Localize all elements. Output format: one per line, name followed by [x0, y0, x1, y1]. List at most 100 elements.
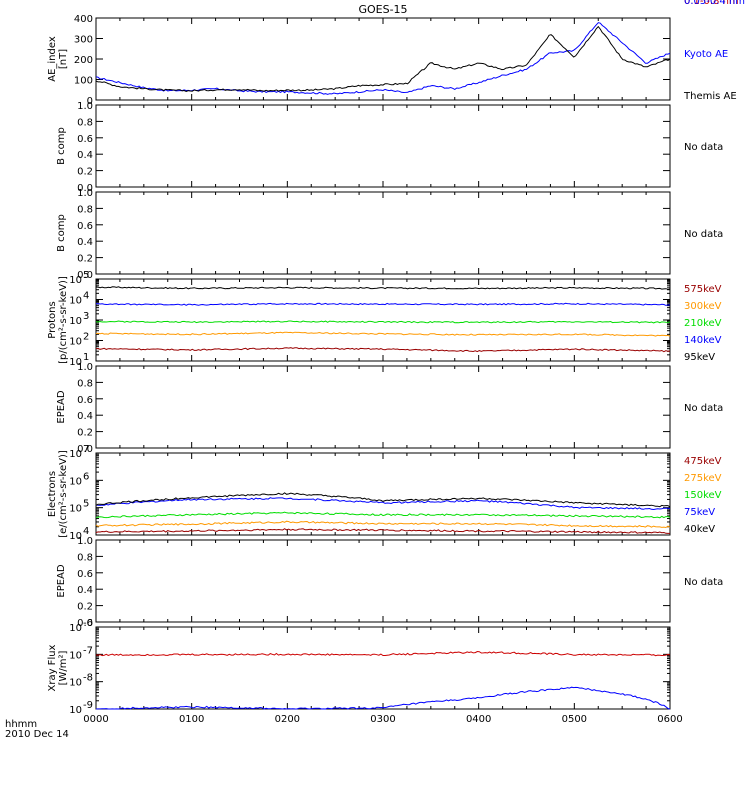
y-tick-label: 1.0 [77, 536, 93, 547]
x-tick-label: 0300 [370, 714, 395, 725]
y-tick-exponent: -9 [83, 700, 93, 711]
no-data-label: No data [684, 403, 723, 414]
y-tick-label: 0.8 [77, 204, 93, 215]
y-tick-label: 0.6 [77, 221, 93, 232]
y-axis-label: [nT] [58, 49, 69, 69]
legend-entry: 75keV [684, 507, 715, 518]
legend-entry: 275keV [684, 473, 722, 484]
y-tick-label: 10 [69, 504, 82, 515]
legend-entry: 0.05-0.4 nm [684, 0, 745, 7]
legend-entry: 300keV [684, 301, 722, 312]
series-line [95, 686, 671, 710]
y-tick-label: 0.8 [77, 117, 93, 128]
panel-frame [95, 104, 671, 188]
y-tick-label: 0.6 [77, 395, 93, 406]
y-axis-label: [p/(cm²-s-sr-keV)] [58, 276, 69, 364]
panel-1: 0 100 200 300 400 AE_index [nT] Kyoto AE Themis … [47, 14, 737, 107]
legend-entry: Kyoto AE [684, 49, 728, 60]
panel-5: 0.0 0.2 0.4 0.6 0.8 1.0 EPEAD No data [56, 362, 723, 455]
series-line [95, 25, 671, 92]
x-tick-label: 0100 [179, 714, 204, 725]
y-tick-label: 0.4 [77, 150, 93, 161]
y-axis-label: B comp [56, 127, 67, 165]
panel-3: 0.0 0.2 0.4 0.6 0.8 1.0 B comp No data [56, 188, 723, 281]
y-tick-label: 10 [69, 275, 82, 286]
x-tick-label: 0200 [275, 714, 300, 725]
y-tick-label: 0.6 [77, 134, 93, 145]
y-tick-label: 0.4 [77, 237, 93, 248]
legend-entry: 150keV [684, 490, 722, 501]
x-tick-label: 0400 [466, 714, 491, 725]
y-tick-exponent: -7 [83, 645, 93, 656]
y-tick-label: 100 [74, 76, 93, 87]
panel-frame [95, 191, 671, 275]
y-tick-label: 0.0 [77, 270, 93, 281]
series-line [95, 302, 671, 306]
y-tick-exponent: 2 [83, 332, 89, 343]
y-tick-label: 10 [69, 449, 82, 460]
y-axis-label: Xray Flux [47, 644, 58, 691]
y-tick-label: 1.0 [77, 188, 93, 199]
y-axis-label: EPEAD [56, 564, 67, 598]
y-tick-exponent: -8 [83, 673, 93, 684]
x-tick-label: 0600 [657, 714, 682, 725]
series-line [95, 286, 671, 290]
panel-frame [95, 626, 671, 710]
x-tick-label: 0000 [83, 714, 108, 725]
panel-frame [95, 452, 671, 536]
y-tick-label: 0.2 [77, 428, 93, 439]
time-axis-label: hhmm [5, 719, 37, 730]
legend-entry: Themis AE [683, 91, 737, 102]
y-tick-label: 10 [69, 337, 82, 348]
series-line [95, 650, 671, 657]
y-tick-exponent: 6 [83, 471, 89, 482]
legend-entry: 210keV [684, 318, 722, 329]
y-tick-label: 0.2 [77, 167, 93, 178]
y-tick-label: 0 [87, 96, 93, 107]
series-line [95, 22, 671, 95]
y-tick-label: 0.2 [77, 602, 93, 613]
y-tick-label: 10 [69, 316, 82, 327]
y-tick-label: 0.4 [77, 585, 93, 596]
y-tick-label: 10 [69, 678, 82, 689]
y-tick-label: 10 [69, 650, 82, 661]
legend-entry: 140keV [684, 335, 722, 346]
y-tick-label: 300 [74, 35, 93, 46]
legend-entry: 0.1-0.8 nm [684, 0, 739, 7]
y-tick-label: 0.8 [77, 378, 93, 389]
legend-entry: 95keV [684, 352, 715, 363]
y-tick-label: 0.8 [77, 552, 93, 563]
series-line [95, 520, 671, 529]
y-tick-label: 0.0 [77, 183, 93, 194]
y-tick-exponent: 4 [83, 526, 89, 537]
panel-7: 0.0 0.2 0.4 0.6 0.8 1.0 EPEAD No data [56, 536, 723, 629]
series-line [95, 511, 671, 519]
y-tick-label: 10 [69, 705, 82, 716]
y-axis-label: EPEAD [56, 390, 67, 424]
y-tick-label: 10 [69, 531, 82, 542]
y-tick-label: 200 [74, 55, 93, 66]
date-label: 2010 Dec 14 [5, 729, 69, 740]
series-line [95, 497, 671, 511]
y-tick-exponent: -6 [83, 618, 93, 629]
y-tick-exponent: 5 [83, 499, 89, 510]
series-line [95, 492, 671, 508]
y-tick-label: 400 [74, 14, 93, 25]
y-tick-label: 0.4 [77, 411, 93, 422]
no-data-label: No data [684, 142, 723, 153]
y-tick-label: 0.6 [77, 569, 93, 580]
y-tick-label: 10 [69, 623, 82, 634]
y-tick-label: 0.0 [77, 444, 93, 455]
no-data-label: No data [684, 229, 723, 240]
legend-entry: 575keV [684, 284, 722, 295]
series-line [96, 347, 671, 353]
y-tick-label: 10 [69, 357, 82, 368]
y-axis-label: Electrons [47, 471, 58, 517]
y-tick-exponent: 1 [83, 352, 89, 363]
y-axis-label: AE_index [47, 36, 58, 82]
series-line [95, 528, 670, 534]
